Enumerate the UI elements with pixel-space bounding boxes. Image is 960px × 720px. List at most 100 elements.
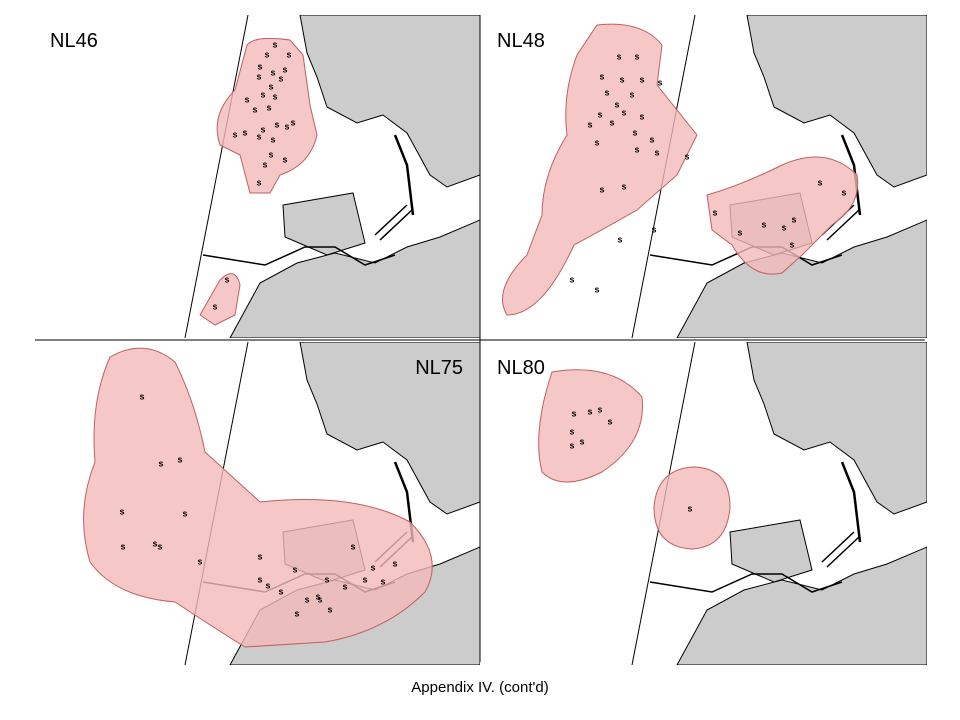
sighting-marker: s [278, 73, 283, 83]
caption: Appendix IV. (cont'd) [411, 679, 548, 696]
sighting-marker: s [597, 109, 602, 119]
sighting-marker: s [609, 117, 614, 127]
sighting-marker: s [639, 74, 644, 84]
sighting-marker: s [284, 121, 289, 131]
range-area [199, 273, 241, 326]
sighting-marker: s [737, 227, 742, 237]
panel-label: NL46 [50, 30, 98, 52]
sighting-marker: s [242, 127, 247, 137]
sighting-marker: s [256, 177, 261, 187]
sighting-marker: s [290, 117, 295, 127]
sighting-marker: s [617, 234, 622, 244]
sighting-marker: s [639, 111, 644, 121]
sighting-marker: s [268, 149, 273, 159]
sighting-marker: s [304, 594, 309, 604]
sighting-marker: s [687, 503, 692, 513]
sighting-marker: s [260, 89, 265, 99]
sighting-marker: s [597, 404, 602, 414]
sighting-marker: s [362, 574, 367, 584]
sighting-marker: s [317, 594, 322, 604]
sighting-marker: s [257, 61, 262, 71]
sighting-marker: s [120, 541, 125, 551]
sighting-marker: s [619, 74, 624, 84]
sighting-marker: s [607, 416, 612, 426]
sighting-marker: s [651, 224, 656, 234]
sighting-marker: s [712, 207, 717, 217]
sighting-marker: s [632, 127, 637, 137]
sighting-marker: s [270, 134, 275, 144]
sighting-marker: s [380, 576, 385, 586]
sighting-marker: s [781, 222, 786, 232]
sighting-marker: s [569, 274, 574, 284]
sighting-marker: s [324, 574, 329, 584]
sighting-marker: s [594, 284, 599, 294]
sighting-marker: s [761, 219, 766, 229]
sighting-marker: s [158, 458, 163, 468]
sighting-marker: s [569, 440, 574, 450]
range-area [83, 347, 433, 648]
sighting-marker: s [579, 436, 584, 446]
sighting-marker: s [260, 124, 265, 134]
sighting-marker: s [266, 102, 271, 112]
sighting-marker: s [791, 214, 796, 224]
sighting-marker: s [286, 49, 291, 59]
range-area [538, 369, 643, 483]
sighting-marker: s [392, 558, 397, 568]
sighting-marker: s [604, 87, 609, 97]
sighting-marker: s [294, 608, 299, 618]
panel-label: NL80 [497, 357, 545, 379]
sighting-marker: s [212, 301, 217, 311]
sighting-marker: s [157, 541, 162, 551]
sighting-marker: s [272, 39, 277, 49]
sighting-marker: s [292, 564, 297, 574]
sighting-marker: s [182, 508, 187, 518]
sighting-marker: s [634, 51, 639, 61]
sighting-marker: s [654, 147, 659, 157]
sighting-marker: s [256, 71, 261, 81]
sighting-marker: s [278, 586, 283, 596]
sighting-marker: s [621, 181, 626, 191]
range-area [216, 37, 318, 194]
panel-label: NL48 [497, 30, 545, 52]
sighting-marker: s [257, 551, 262, 561]
sighting-marker: s [268, 81, 273, 91]
sighting-marker: s [350, 541, 355, 551]
sighting-marker: s [684, 151, 689, 161]
panel-label: NL75 [415, 357, 463, 379]
sighting-marker: s [244, 94, 249, 104]
sighting-marker: s [370, 562, 375, 572]
sighting-marker: s [152, 538, 157, 548]
sighting-marker: s [265, 580, 270, 590]
sighting-marker: s [327, 604, 332, 614]
sighting-marker: s [177, 454, 182, 464]
sighting-marker: s [616, 51, 621, 61]
range-area [706, 156, 859, 275]
sighting-marker: s [119, 506, 124, 516]
sighting-marker: s [599, 184, 604, 194]
sighting-marker: s [315, 591, 320, 601]
sighting-marker: s [587, 406, 592, 416]
sighting-marker: s [256, 131, 261, 141]
sighting-marker: s [139, 391, 144, 401]
sighting-marker: s [649, 134, 654, 144]
sighting-marker: s [257, 574, 262, 584]
sighting-marker: s [264, 49, 269, 59]
sighting-marker: s [594, 137, 599, 147]
sighting-marker: s [224, 274, 229, 284]
sighting-marker: s [274, 119, 279, 129]
range-area [502, 23, 698, 316]
sighting-marker: s [270, 67, 275, 77]
sighting-marker: s [272, 91, 277, 101]
sighting-marker: s [614, 99, 619, 109]
sighting-marker: s [657, 77, 662, 87]
sighting-marker: s [571, 408, 576, 418]
sighting-marker: s [817, 177, 822, 187]
sighting-marker: s [789, 239, 794, 249]
sighting-marker: s [587, 119, 592, 129]
sighting-marker: s [262, 159, 267, 169]
